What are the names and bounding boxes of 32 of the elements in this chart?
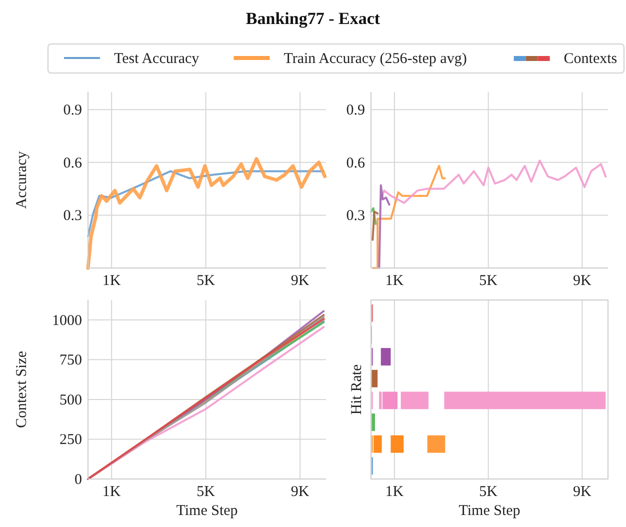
x-tick-label: 1K (102, 273, 121, 289)
x-axis-title: Time Step (176, 503, 238, 519)
x-tick-label: 1K (102, 484, 121, 500)
y-tick-label: 1000 (52, 312, 82, 329)
y-tick-label: 0.9 (346, 102, 365, 119)
y-tick-label: 0.3 (63, 208, 82, 224)
x-tick-label: 5K (196, 273, 216, 289)
x-tick-label: 5K (196, 484, 216, 500)
x-tick-label: 9K (290, 484, 310, 500)
text: Contexts (564, 51, 618, 67)
x-tick-label: 5K (479, 273, 498, 289)
y-tick-label: 250 (60, 432, 82, 448)
y-tick-label: 500 (60, 392, 82, 408)
y-tick-label: 0 (74, 472, 82, 488)
y-tick-label: 0.6 (346, 155, 366, 172)
y-axis-title: Context Size (14, 350, 30, 428)
x-tick-label: 9K (573, 484, 592, 500)
x-tick-label: 1K (385, 273, 404, 289)
y-tick-label: 0.3 (346, 208, 365, 224)
x-tick-label: 5K (479, 484, 498, 500)
legend-label: Train Accuracy (256-step avg) (284, 51, 467, 67)
chart-title: Banking77 - Exact (246, 9, 380, 28)
y-axis-title: Hit Rate (349, 364, 365, 415)
y-axis-title: Accuracy (14, 150, 30, 209)
x-tick-label: 9K (290, 273, 310, 289)
x-tick-label: 9K (573, 273, 592, 289)
y-tick-label: 0.6 (63, 155, 82, 172)
x-tick-label: 1K (385, 484, 404, 500)
y-tick-label: 0.9 (63, 102, 82, 119)
legend-label: Test Accuracy (114, 51, 200, 67)
y-tick-label: 750 (60, 352, 82, 369)
x-axis-title: Time Step (458, 503, 520, 519)
